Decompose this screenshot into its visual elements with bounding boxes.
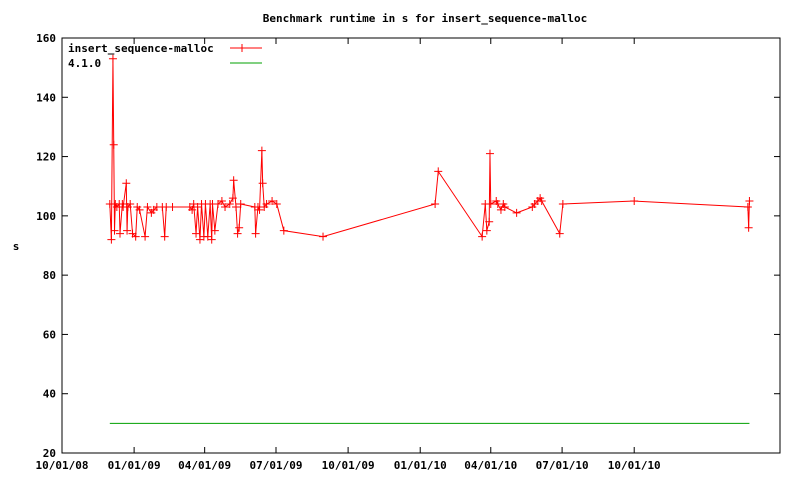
y-tick-label: 120	[36, 151, 56, 164]
data-point	[251, 229, 260, 238]
data-point	[485, 149, 494, 158]
data-point	[107, 235, 116, 244]
data-point	[229, 176, 238, 185]
y-tick-label: 60	[43, 328, 56, 341]
x-tick-label: 01/01/09	[108, 459, 161, 472]
data-point	[131, 232, 140, 241]
data-point	[512, 208, 521, 217]
y-tick-label: 140	[36, 91, 56, 104]
data-point	[232, 202, 241, 211]
legend-label-insert-sequence-malloc: insert_sequence-malloc	[68, 42, 214, 55]
data-point	[500, 202, 509, 211]
data-point	[207, 235, 216, 244]
data-point	[168, 202, 177, 211]
data-point	[272, 200, 281, 208]
data-point	[743, 202, 752, 211]
legend: insert_sequence-malloc 4.1.0	[68, 42, 262, 70]
data-point	[555, 229, 564, 238]
data-point	[135, 205, 144, 214]
data-point	[141, 232, 150, 241]
data-point	[236, 200, 245, 208]
data-point	[257, 146, 266, 155]
x-tick-label: 07/01/10	[536, 459, 589, 472]
data-point	[431, 200, 440, 208]
data-point	[558, 200, 567, 208]
data-point	[486, 200, 495, 208]
data-point	[116, 229, 125, 238]
plot-frame	[61, 37, 781, 454]
data-point	[126, 200, 135, 208]
y-axis-label: s	[13, 240, 20, 253]
x-tick-label: 10/01/09	[322, 459, 375, 472]
data-point	[268, 197, 277, 206]
chart-title: Benchmark runtime in s for insert_sequen…	[263, 12, 588, 25]
x-tick-label: 10/01/08	[36, 459, 89, 472]
legend-label-4-1-0: 4.1.0	[68, 57, 101, 70]
data-point	[744, 223, 753, 232]
data-point	[235, 223, 244, 232]
data-point	[745, 197, 754, 206]
x-tick-label: 04/01/09	[178, 459, 231, 472]
data-point	[217, 197, 226, 206]
data-point	[319, 232, 328, 241]
data-point	[160, 232, 169, 241]
data-point	[122, 179, 131, 188]
data-point	[262, 200, 271, 208]
x-tick-label: 04/01/10	[464, 459, 517, 472]
data-point	[110, 226, 119, 235]
data-point	[485, 217, 494, 226]
data-point	[108, 54, 117, 63]
data-point	[537, 197, 546, 206]
data-point	[210, 226, 219, 235]
data-point	[258, 179, 267, 188]
data-point	[478, 232, 487, 241]
x-tick-label: 01/01/10	[394, 459, 447, 472]
y-tick-label: 20	[43, 447, 56, 460]
series-line-0	[109, 58, 750, 240]
y-tick-label: 40	[43, 388, 56, 401]
data-point	[228, 194, 237, 203]
data-point	[630, 197, 639, 206]
x-tick-label: 10/01/10	[608, 459, 661, 472]
data-point	[279, 226, 288, 235]
data-point	[109, 140, 118, 149]
data-point	[225, 200, 234, 208]
y-tick-label: 80	[43, 269, 56, 282]
data-point	[192, 229, 201, 238]
data-point	[123, 226, 132, 235]
x-tick-label: 07/01/09	[249, 459, 302, 472]
data-point	[221, 202, 230, 211]
data-point	[233, 229, 242, 238]
data-point	[143, 202, 152, 211]
data-point	[434, 167, 443, 176]
data-point	[255, 205, 264, 214]
y-tick-label: 100	[36, 210, 56, 223]
data-point	[482, 226, 491, 235]
y-tick-label: 160	[36, 32, 56, 45]
data-point	[188, 205, 197, 214]
